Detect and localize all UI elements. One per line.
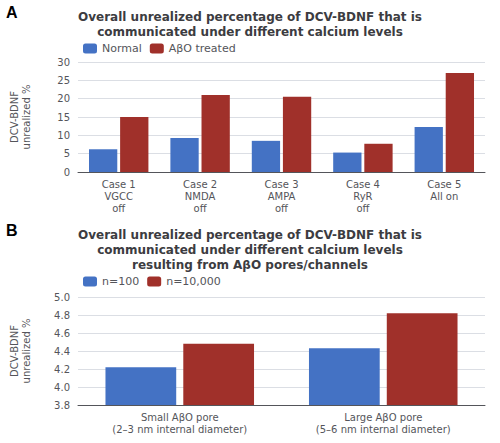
svg-text:AβO treated: AβO treated xyxy=(169,42,236,55)
svg-text:4.2: 4.2 xyxy=(54,364,70,375)
svg-text:Case 5: Case 5 xyxy=(427,179,461,190)
svg-text:(2–3 nm internal diameter): (2–3 nm internal diameter) xyxy=(112,424,247,435)
svg-text:n=10,000: n=10,000 xyxy=(166,275,221,288)
svg-text:Small AβO pore: Small AβO pore xyxy=(141,412,219,423)
svg-text:B: B xyxy=(6,222,18,239)
svg-text:Overall unrealized percentage: Overall unrealized percentage of DCV-BDN… xyxy=(78,10,422,24)
svg-text:All on: All on xyxy=(430,191,458,202)
svg-text:4.6: 4.6 xyxy=(54,328,70,339)
svg-text:4.4: 4.4 xyxy=(54,346,70,357)
svg-text:communicated under different c: communicated under different calcium lev… xyxy=(97,25,403,39)
svg-text:30: 30 xyxy=(57,57,70,68)
svg-text:0: 0 xyxy=(64,167,70,178)
svg-text:off: off xyxy=(275,203,289,214)
svg-text:RyR: RyR xyxy=(353,191,372,202)
svg-text:DCV-BDNF: DCV-BDNF xyxy=(9,325,20,377)
svg-text:n=100: n=100 xyxy=(102,275,139,288)
svg-text:Normal: Normal xyxy=(102,42,142,55)
svg-text:Overall unrealized percentage: Overall unrealized percentage of DCV-BDN… xyxy=(78,228,422,242)
svg-text:off: off xyxy=(194,203,208,214)
svg-text:unrealized %: unrealized % xyxy=(21,319,32,384)
svg-text:(5–6 nm internal diameter): (5–6 nm internal diameter) xyxy=(316,424,451,435)
svg-text:Case 3: Case 3 xyxy=(264,179,298,190)
svg-text:communicated under different c: communicated under different calcium lev… xyxy=(97,243,403,257)
svg-text:NMDA: NMDA xyxy=(185,191,216,202)
svg-text:Case 4: Case 4 xyxy=(346,179,380,190)
svg-text:DCV-BDNF: DCV-BDNF xyxy=(9,91,20,143)
svg-text:5: 5 xyxy=(64,148,70,159)
svg-text:unrealized %: unrealized % xyxy=(21,85,32,150)
svg-text:10: 10 xyxy=(57,130,70,141)
svg-text:off: off xyxy=(112,203,126,214)
svg-text:off: off xyxy=(356,203,370,214)
svg-text:4.8: 4.8 xyxy=(54,310,70,321)
svg-text:15: 15 xyxy=(57,112,70,123)
svg-text:Case 1: Case 1 xyxy=(102,179,136,190)
svg-text:Case 2: Case 2 xyxy=(183,179,217,190)
svg-text:4.0: 4.0 xyxy=(54,382,70,393)
svg-text:20: 20 xyxy=(57,93,70,104)
svg-text:AMPA: AMPA xyxy=(268,191,296,202)
svg-text:A: A xyxy=(6,4,18,21)
svg-text:5.0: 5.0 xyxy=(54,292,70,303)
svg-text:VGCC: VGCC xyxy=(104,191,133,202)
svg-text:resulting from AβO pores/chann: resulting from AβO pores/channels xyxy=(132,258,368,272)
svg-text:3.8: 3.8 xyxy=(54,400,70,411)
svg-text:25: 25 xyxy=(57,75,70,86)
svg-text:Large AβO pore: Large AβO pore xyxy=(344,412,422,423)
